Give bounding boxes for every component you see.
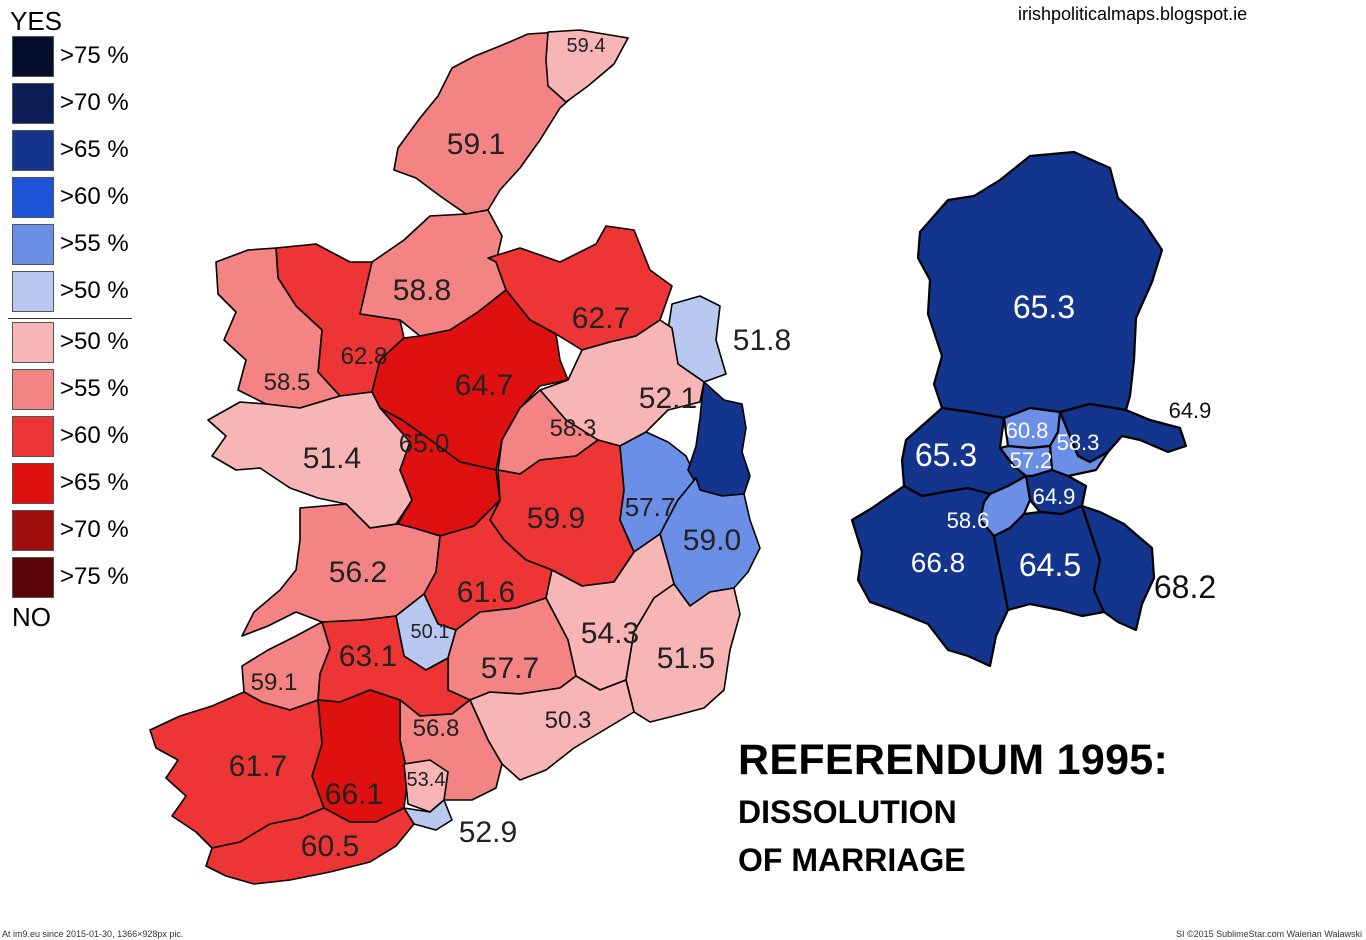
footer-copyright: SI ©2015 SublimeStar.com Walerian Walaws…: [1175, 929, 1362, 939]
source-credit: irishpoliticalmaps.blogspot.ie: [1018, 4, 1248, 24]
label-louth: 51.8: [733, 324, 791, 357]
label-waterford: 50.3: [545, 707, 592, 734]
label-galway-east: 65.0: [399, 428, 450, 458]
label-donegal: 59.1: [447, 128, 505, 161]
label-inishowen: 59.4: [567, 35, 606, 57]
dublin-north: [916, 150, 1164, 420]
label-wicklow: 59.0: [683, 524, 741, 557]
legend-label-yes-50: >50 %: [60, 277, 129, 304]
dublin-label-north-central: 60.8: [1006, 418, 1049, 443]
dublin-label-dun-laoghaire: 68.2: [1154, 569, 1216, 605]
label-kildare: 57.7: [625, 492, 676, 522]
label-cork-north-west: 66.1: [325, 778, 383, 811]
legend-label-yes-70: >70 %: [60, 89, 129, 116]
legend-swatch-yes-55: [12, 224, 54, 265]
legend-swatch-yes-70: [12, 83, 54, 124]
dublin-south-east: [1024, 468, 1088, 516]
dublin-label-south: 64.5: [1019, 547, 1081, 583]
legend-swatch-no-50: [12, 322, 54, 363]
legend-swatch-no-65: [12, 463, 54, 504]
legend-swatch-no-60: [12, 416, 54, 457]
legend-label-yes-55: >55 %: [60, 230, 129, 257]
ireland-labels: 59.4 59.1 58.8 62.7 51.8 62.8 64.7 58.5 …: [229, 35, 791, 863]
legend-label-no-50: >50 %: [60, 328, 129, 355]
label-meath: 52.1: [639, 382, 697, 415]
label-limerick-west: 59.1: [251, 669, 298, 696]
legend-label-no-55: >55 %: [60, 375, 129, 402]
label-limerick-east: 50.1: [411, 621, 450, 643]
label-laois-offaly: 59.9: [527, 502, 585, 535]
label-limerick: 63.1: [339, 640, 397, 673]
map-subtitle-line2: OF MARRIAGE: [738, 842, 966, 878]
label-tipperary-north: 61.6: [457, 576, 515, 609]
region-limerick-west: [241, 621, 331, 711]
legend-label-no-60: >60 %: [60, 422, 129, 449]
legend-label-no-75: >75 %: [60, 563, 129, 590]
legend-swatch-no-75: [12, 557, 54, 598]
legend-swatch-yes-60: [12, 177, 54, 218]
dublin-label-south-west: 66.8: [911, 547, 966, 578]
label-galway-west: 51.4: [303, 442, 361, 475]
dublin-label-south-east: 64.9: [1033, 484, 1076, 509]
label-cavan-monaghan: 62.7: [572, 302, 630, 335]
dun-laoghaire: [1080, 504, 1156, 632]
label-cork-south-west: 60.5: [301, 830, 359, 863]
dublin-label-north: 65.3: [1013, 289, 1075, 325]
dublin-label-north-east: 64.9: [1169, 398, 1212, 423]
dublin-inset-map: [850, 150, 1188, 668]
label-westmeath: 58.3: [550, 415, 597, 442]
dublin-label-south-central: 58.6: [947, 508, 990, 533]
ireland-map: [149, 29, 761, 885]
map-subtitle-line1: DISSOLUTION: [738, 794, 957, 830]
label-carlow-kilkenny: 54.3: [581, 617, 639, 650]
label-clare: 56.2: [329, 556, 387, 589]
footer-bar: At im9.eu since 2015-01-30, 1366×928px p…: [0, 928, 1366, 940]
legend-label-no-70: >70 %: [60, 516, 129, 543]
label-wexford: 51.5: [657, 642, 715, 675]
region-cork-south-west: [205, 807, 415, 885]
dublin-label-north-west: 58.3: [1057, 430, 1100, 455]
legend-swatch-yes-65: [12, 130, 54, 171]
legend-swatch-no-70: [12, 510, 54, 551]
label-kerry: 61.7: [229, 750, 287, 783]
label-cork-east: 56.8: [413, 715, 460, 742]
label-sligo-leitrim: 58.8: [393, 274, 451, 307]
legend-yes-label: YES: [10, 6, 63, 36]
legend-label-yes-65: >65 %: [60, 136, 129, 163]
legend-label-no-65: >65 %: [60, 469, 129, 496]
legend-swatch-yes-50: [12, 271, 54, 312]
map-title: REFERENDUM 1995:: [738, 736, 1169, 784]
label-cork-city: 53.4: [407, 769, 446, 791]
label-mayo: 62.8: [341, 343, 388, 370]
label-tipperary-south: 57.7: [481, 652, 539, 685]
legend-label-yes-75: >75 %: [60, 42, 129, 69]
legend-swatch-no-55: [12, 369, 54, 410]
region-waterford: [469, 675, 635, 781]
dublin-label-west: 65.3: [915, 437, 977, 473]
legend-label-yes-60: >60 %: [60, 183, 129, 210]
region-wexford: [625, 583, 741, 723]
legend-no-label: NO: [12, 602, 51, 632]
dublin-labels: 65.3 64.9 60.8 58.3 65.3 57.2 64.9 58.6 …: [911, 289, 1216, 605]
footer-host-info: At im9.eu since 2015-01-30, 1366×928px p…: [2, 929, 184, 939]
label-west-mayo: 58.5: [264, 369, 311, 396]
legend-divider: [8, 318, 132, 319]
dublin-label-central: 57.2: [1010, 448, 1053, 473]
label-cork-south-central: 52.9: [459, 816, 517, 849]
legend-swatch-yes-75: [12, 36, 54, 77]
region-inishowen: [545, 29, 629, 103]
label-roscommon-longford: 64.7: [455, 369, 513, 402]
